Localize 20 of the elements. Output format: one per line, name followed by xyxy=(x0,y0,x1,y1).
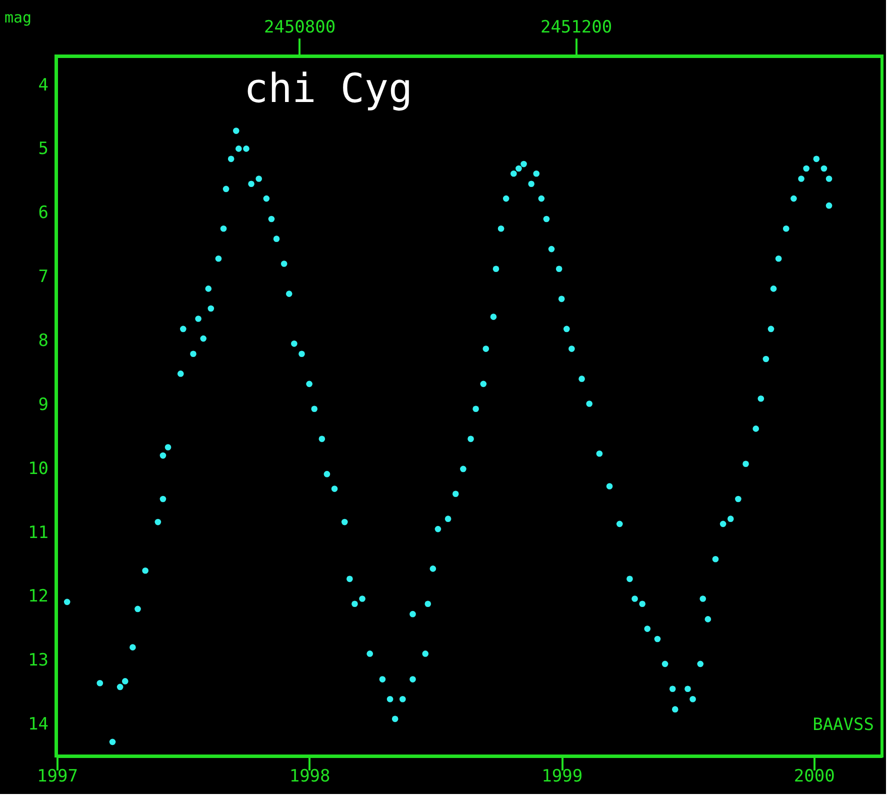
x-tick-label: 2000 xyxy=(794,766,835,786)
y-tick-label: 8 xyxy=(38,330,48,351)
y-tick-label: 9 xyxy=(38,394,48,415)
y-tick-label: 12 xyxy=(28,586,48,607)
y-tick-label: 13 xyxy=(28,650,48,671)
y-tick-label: 7 xyxy=(38,267,48,288)
y-tick-label: 4 xyxy=(38,75,48,96)
x-tick-label: 1998 xyxy=(289,766,330,786)
y-tick-label: 14 xyxy=(28,714,48,735)
annotation: BAAVSS xyxy=(812,715,874,735)
x-tick-label: 1999 xyxy=(542,766,583,786)
x2-tick-label: 2451200 xyxy=(540,18,612,38)
y-tick-label: 5 xyxy=(38,139,48,160)
y-tick-label: 10 xyxy=(28,458,48,479)
x-tick-label: 1997 xyxy=(37,766,78,786)
y-tick-label: 11 xyxy=(28,522,48,543)
x2-tick-label: 2450800 xyxy=(264,18,336,38)
chart-title: chi Cyg xyxy=(244,66,413,112)
y-axis-title: mag xyxy=(4,8,32,26)
y-tick-label: 6 xyxy=(38,203,48,224)
